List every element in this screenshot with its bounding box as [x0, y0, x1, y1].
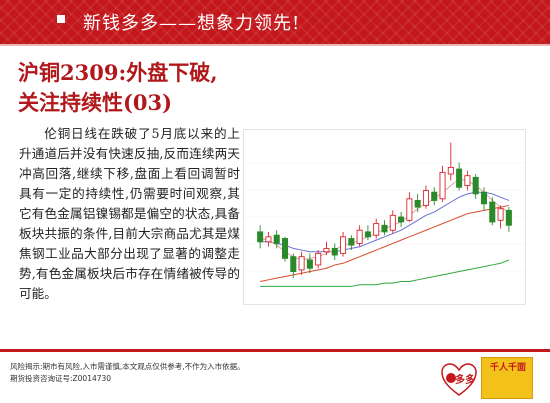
banner-square-icon — [57, 15, 65, 23]
footer-divider — [0, 349, 550, 352]
candle — [273, 230, 280, 249]
right-logo-text: 千人千面 — [489, 363, 526, 373]
candle — [356, 225, 363, 247]
candle — [472, 174, 479, 199]
candle-body-down — [431, 191, 438, 201]
candle-body-down — [414, 200, 421, 208]
candle — [348, 235, 355, 251]
candle — [265, 231, 272, 247]
certificate-number: 期货投资咨询证号:Z0014730 — [10, 374, 112, 383]
candle — [497, 205, 504, 229]
header-slogan: 新钱多多——想象力领先! — [83, 13, 301, 34]
candle-body-up — [464, 175, 471, 187]
candle — [340, 231, 347, 257]
title-line-2: 关注持续性(03) — [18, 90, 173, 115]
candle — [464, 170, 471, 191]
candle — [298, 251, 305, 275]
candle-body-down — [381, 224, 388, 233]
candle — [281, 236, 289, 262]
candle-body-down — [273, 234, 280, 244]
candle — [414, 193, 421, 213]
candle — [331, 243, 338, 260]
candle — [422, 185, 429, 209]
candle-body-up — [265, 236, 272, 243]
candle-body-down — [306, 259, 313, 269]
candle-body-up — [340, 236, 347, 254]
article-title: 沪铜2309:外盘下破, 关注持续性(03) — [18, 58, 218, 118]
candle-body-up — [439, 171, 446, 200]
ma-longest-line — [260, 259, 510, 287]
risk-notice: 风险揭示:期市有风险,入市需谨慎,本文观点仅供参考,不作为入市依据。 — [10, 362, 245, 371]
header-banner: 新钱多多——想象力领先! — [0, 0, 550, 46]
candle — [439, 165, 446, 203]
candle-body-down — [257, 231, 264, 243]
candle — [406, 192, 413, 222]
candle — [381, 220, 388, 236]
candle — [290, 253, 297, 279]
candle-body-down — [489, 201, 496, 223]
candle-body-down — [398, 216, 405, 223]
candle-body-down — [364, 231, 371, 238]
ma-short-line — [260, 178, 510, 261]
candle — [398, 212, 405, 227]
article-body: 伦铜日线在跌破了5月底以来的上升通道后并没有快速反抽,反而连续两天冲高回落,继续… — [19, 126, 240, 301]
candle-body-down — [472, 176, 479, 195]
candle — [431, 187, 438, 206]
candle-body-up — [447, 166, 454, 175]
candle — [505, 207, 512, 232]
right-logo-badge — [481, 357, 533, 399]
ma-mid-line — [260, 191, 510, 253]
candle-body-down — [331, 247, 338, 256]
candle-body-down — [290, 256, 297, 273]
candle-body-down — [456, 168, 463, 188]
candle-body-up — [497, 208, 504, 221]
candle-body-down — [348, 238, 355, 246]
candle — [480, 187, 488, 211]
candle — [257, 225, 264, 249]
candle-body-up — [323, 247, 330, 253]
candle — [447, 142, 454, 181]
candle — [489, 197, 496, 226]
candle — [306, 253, 313, 274]
qdd-logo-text: 多多 — [455, 375, 475, 386]
candle — [323, 241, 330, 256]
title-line-1: 沪铜2309:外盘下破, — [18, 60, 218, 85]
candle-body-up — [422, 190, 429, 206]
candle-body-up — [389, 214, 396, 231]
candle-body-up — [373, 223, 380, 236]
candle-body-up — [298, 256, 305, 271]
qdd-heart-logo-icon — [441, 363, 477, 396]
candle-body-down — [480, 191, 488, 205]
header-underline — [0, 44, 550, 46]
candle-body-up — [356, 229, 363, 244]
candle-body-up — [406, 198, 413, 221]
candle — [389, 210, 396, 234]
candle — [373, 218, 380, 239]
chart-canvas — [244, 142, 527, 287]
candlestick-chart — [243, 129, 527, 305]
candle-body-down — [281, 238, 289, 259]
candle-body-down — [505, 209, 512, 226]
candle — [315, 250, 322, 269]
candle — [456, 162, 463, 191]
candle — [364, 225, 371, 241]
candle-body-up — [315, 252, 322, 266]
